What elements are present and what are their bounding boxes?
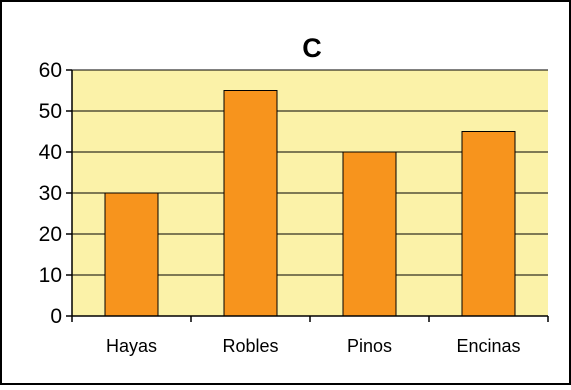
y-tick-label: 20 bbox=[39, 223, 62, 246]
y-tick-label: 0 bbox=[50, 305, 62, 328]
x-axis: Hayas Robles Pinos Encinas bbox=[71, 315, 549, 356]
x-tick-label: Robles bbox=[222, 336, 278, 356]
y-tick-label: 50 bbox=[39, 100, 62, 123]
x-tick-label: Pinos bbox=[347, 336, 392, 356]
x-tick-label: Encinas bbox=[456, 336, 520, 356]
bar-encinas bbox=[461, 131, 516, 317]
bar-robles bbox=[223, 90, 278, 317]
x-tick-label: Hayas bbox=[106, 336, 157, 356]
bars bbox=[104, 90, 516, 317]
y-tick-label: 10 bbox=[39, 264, 62, 287]
chart-title: C bbox=[302, 33, 322, 63]
y-axis: 0 10 20 30 40 50 60 bbox=[39, 59, 73, 328]
bar-hayas bbox=[104, 192, 159, 317]
y-tick-label: 30 bbox=[39, 182, 62, 205]
y-tick-label: 60 bbox=[39, 59, 62, 82]
y-tick-label: 40 bbox=[39, 141, 62, 164]
bar-pinos bbox=[342, 151, 397, 317]
